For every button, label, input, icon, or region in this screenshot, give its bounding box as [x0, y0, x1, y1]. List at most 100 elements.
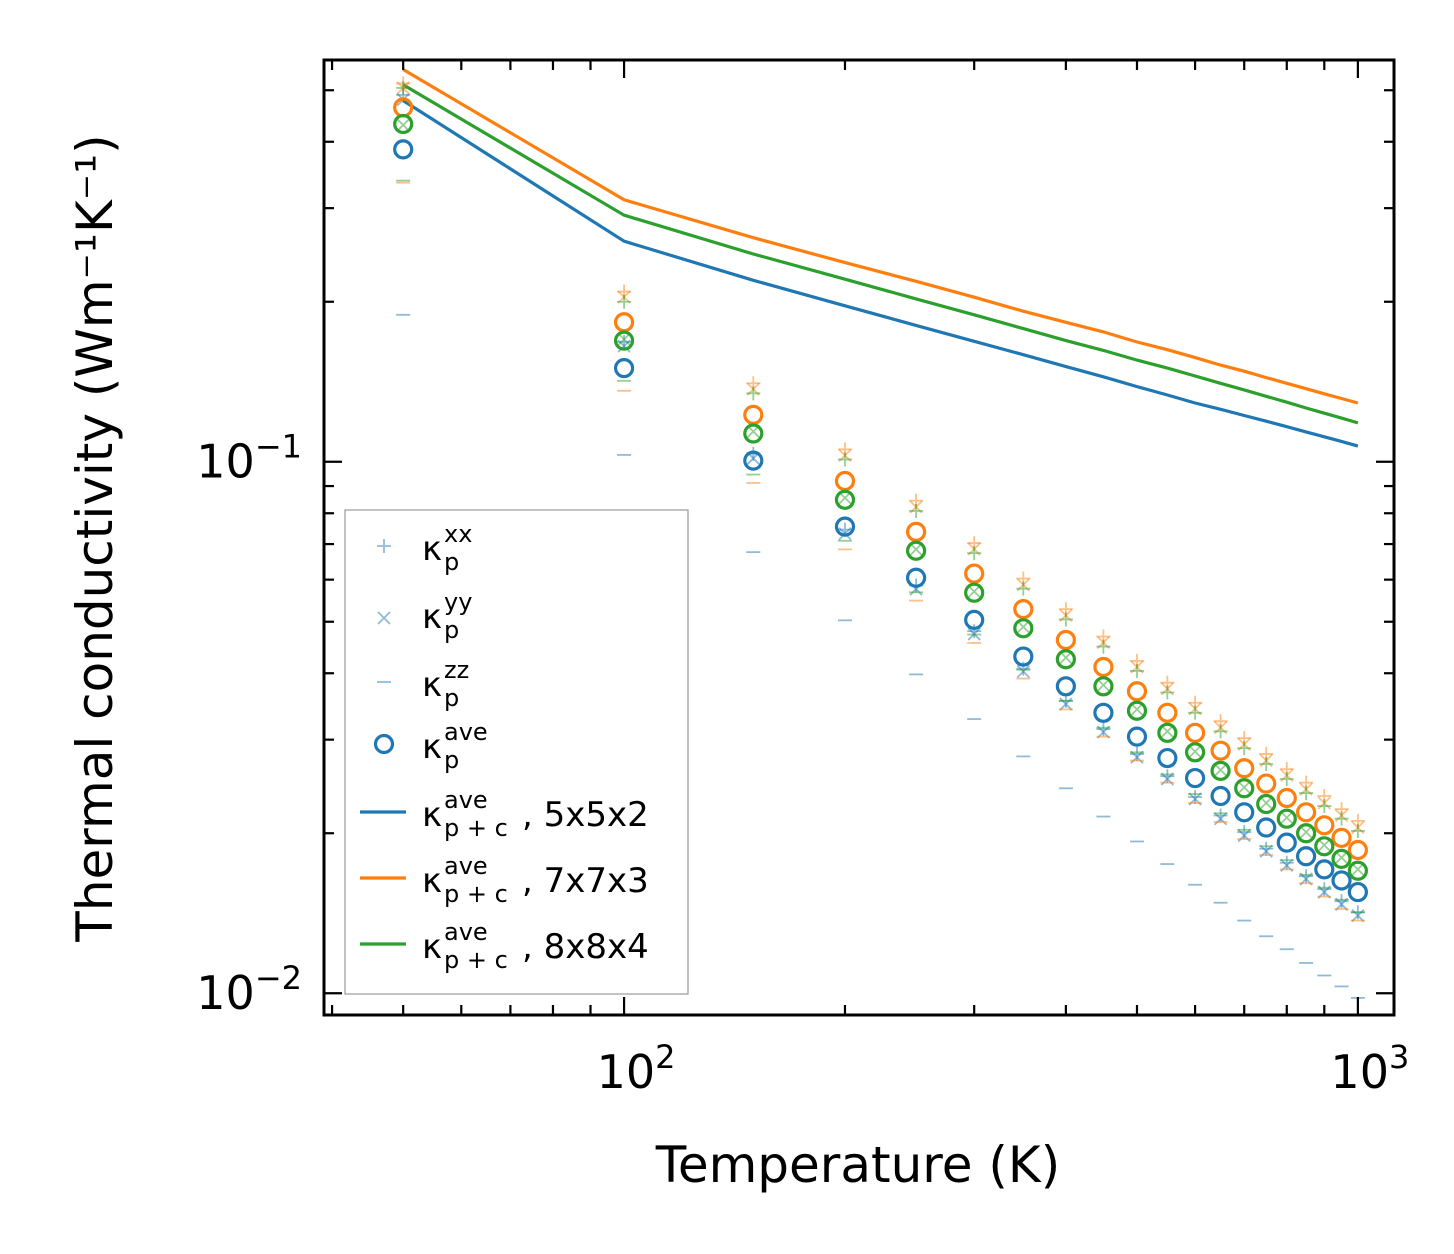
point-yy-8x8x4	[1188, 744, 1202, 759]
point-ave-5x5x2	[393, 139, 414, 160]
point-ave-5x5x2	[1347, 881, 1368, 903]
point-ave-8x8x4	[1055, 649, 1076, 670]
point-xx-8x8x4	[396, 80, 411, 95]
legend-item: κ xxp	[377, 520, 472, 576]
legend-label-suffix: , 8x8x4	[522, 927, 649, 967]
point-xx-5x5x2	[1317, 882, 1332, 897]
point-xx-5x5x2	[1188, 789, 1203, 804]
point-xx-8x8x4	[1188, 705, 1203, 720]
point-xx-8x8x4	[1160, 685, 1175, 700]
point-xx-8x8x4	[1096, 639, 1111, 654]
point-ave-7x7x3	[1013, 599, 1034, 620]
point-ave-8x8x4	[1093, 676, 1114, 697]
point-ave-8x8x4	[1295, 823, 1317, 844]
point-xx-8x8x4	[1317, 799, 1332, 814]
point-xx-5x5x2	[1096, 722, 1111, 737]
legend-label-sub: p + c	[444, 946, 508, 974]
legend-label: κ	[422, 665, 442, 705]
point-ave-7x7x3	[834, 470, 856, 492]
legend-label: κ	[422, 927, 442, 967]
point-ave-7x7x3	[964, 563, 985, 584]
point-xx-5x5x2	[967, 624, 982, 639]
point-yy-8x8x4	[1213, 763, 1228, 777]
point-ave-7x7x3	[1276, 787, 1297, 809]
series-lines-group	[402, 68, 1359, 448]
point-xx-8x8x4	[617, 294, 632, 309]
legend-label-sup: ave	[444, 852, 488, 880]
point-ave-7x7x3	[1314, 815, 1335, 836]
legend-plus-marker	[377, 539, 391, 553]
line-5x5x2	[402, 99, 1359, 448]
point-yy-8x8x4	[1259, 796, 1273, 810]
series-markers-group	[393, 76, 1368, 999]
legend-label: κ	[422, 727, 442, 767]
legend-label-sub: p + c	[444, 880, 508, 908]
point-xx-5x5x2	[1237, 825, 1252, 840]
point-ave-7x7x3	[1256, 773, 1277, 794]
point-ave-7x7x3	[1234, 758, 1255, 779]
legend-label-suffix: , 7x7x3	[522, 861, 649, 901]
x-tick-label: 102	[597, 1038, 676, 1099]
point-xx-5x5x2	[1213, 808, 1228, 823]
point-ave-7x7x3	[905, 521, 927, 542]
point-yy-8x8x4	[909, 542, 923, 557]
legend-label-sub: p	[444, 548, 459, 576]
legend-label-sub: p + c	[444, 814, 508, 842]
point-ave-5x5x2	[834, 516, 856, 537]
point-xx-5x5x2	[1334, 894, 1349, 909]
legend-label-sub: p	[444, 684, 459, 712]
y-tick-label: 10−2	[196, 959, 302, 1020]
point-yy-8x8x4	[1351, 862, 1365, 877]
point-ave-5x5x2	[964, 609, 985, 630]
point-yy-8x8x4	[1160, 724, 1174, 738]
x-axis-title: Temperature (K)	[655, 1136, 1060, 1194]
point-ave-7x7x3	[1184, 722, 1206, 743]
point-yy-8x8x4	[1280, 810, 1294, 825]
point-ave-5x5x2	[1184, 767, 1206, 789]
point-ave-8x8x4	[743, 423, 764, 444]
point-yy-8x8x4	[1016, 620, 1030, 634]
point-xx-5x5x2	[1299, 869, 1314, 884]
point-ave-7x7x3	[1055, 629, 1076, 651]
legend-label-sup: ave	[444, 786, 488, 814]
point-ave-8x8x4	[1184, 742, 1206, 763]
point-xx-8x8x4	[1213, 724, 1228, 739]
y-axis-title: Thermal conductivity (Wm⁻¹K⁻¹)	[66, 134, 124, 942]
x-tick-label: 103	[1330, 1038, 1409, 1099]
point-xx-5x5x2	[1160, 769, 1175, 784]
point-xx-5x5x2	[1279, 855, 1294, 870]
point-xx-8x8x4	[746, 386, 761, 401]
legend-label-sup: xx	[444, 520, 472, 548]
point-ave-5x5x2	[1093, 702, 1114, 723]
legend-circle-marker	[373, 733, 395, 755]
point-yy-8x8x4	[1299, 825, 1313, 839]
point-xx-8x8x4	[1058, 612, 1073, 627]
point-xx-8x8x4	[1259, 756, 1274, 771]
point-ave-5x5x2	[1314, 859, 1335, 880]
point-xx-8x8x4	[967, 546, 982, 561]
legend-label-sup: ave	[444, 718, 488, 746]
point-ave-5x5x2	[1157, 747, 1178, 769]
point-xx-8x8x4	[1237, 741, 1252, 756]
point-ave-5x5x2	[1234, 802, 1255, 823]
point-ave-5x5x2	[1331, 870, 1352, 891]
legend-cross-marker	[377, 611, 391, 625]
point-yy-8x8x4	[1096, 678, 1111, 692]
point-ave-5x5x2	[1126, 726, 1148, 747]
point-ave-7x7x3	[743, 404, 764, 425]
point-yy-8x8x4	[1059, 650, 1073, 665]
point-ave-8x8x4	[964, 582, 985, 603]
point-yy-8x8x4	[1130, 702, 1144, 717]
point-ave-8x8x4	[1210, 760, 1231, 782]
point-ave-5x5x2	[1210, 785, 1231, 807]
point-ave-8x8x4	[1234, 778, 1255, 799]
point-ave-5x5x2	[905, 567, 927, 588]
point-ave-8x8x4	[1256, 793, 1277, 815]
legend-label-sup: ave	[444, 918, 488, 946]
legend-label-sup: zz	[444, 656, 469, 684]
